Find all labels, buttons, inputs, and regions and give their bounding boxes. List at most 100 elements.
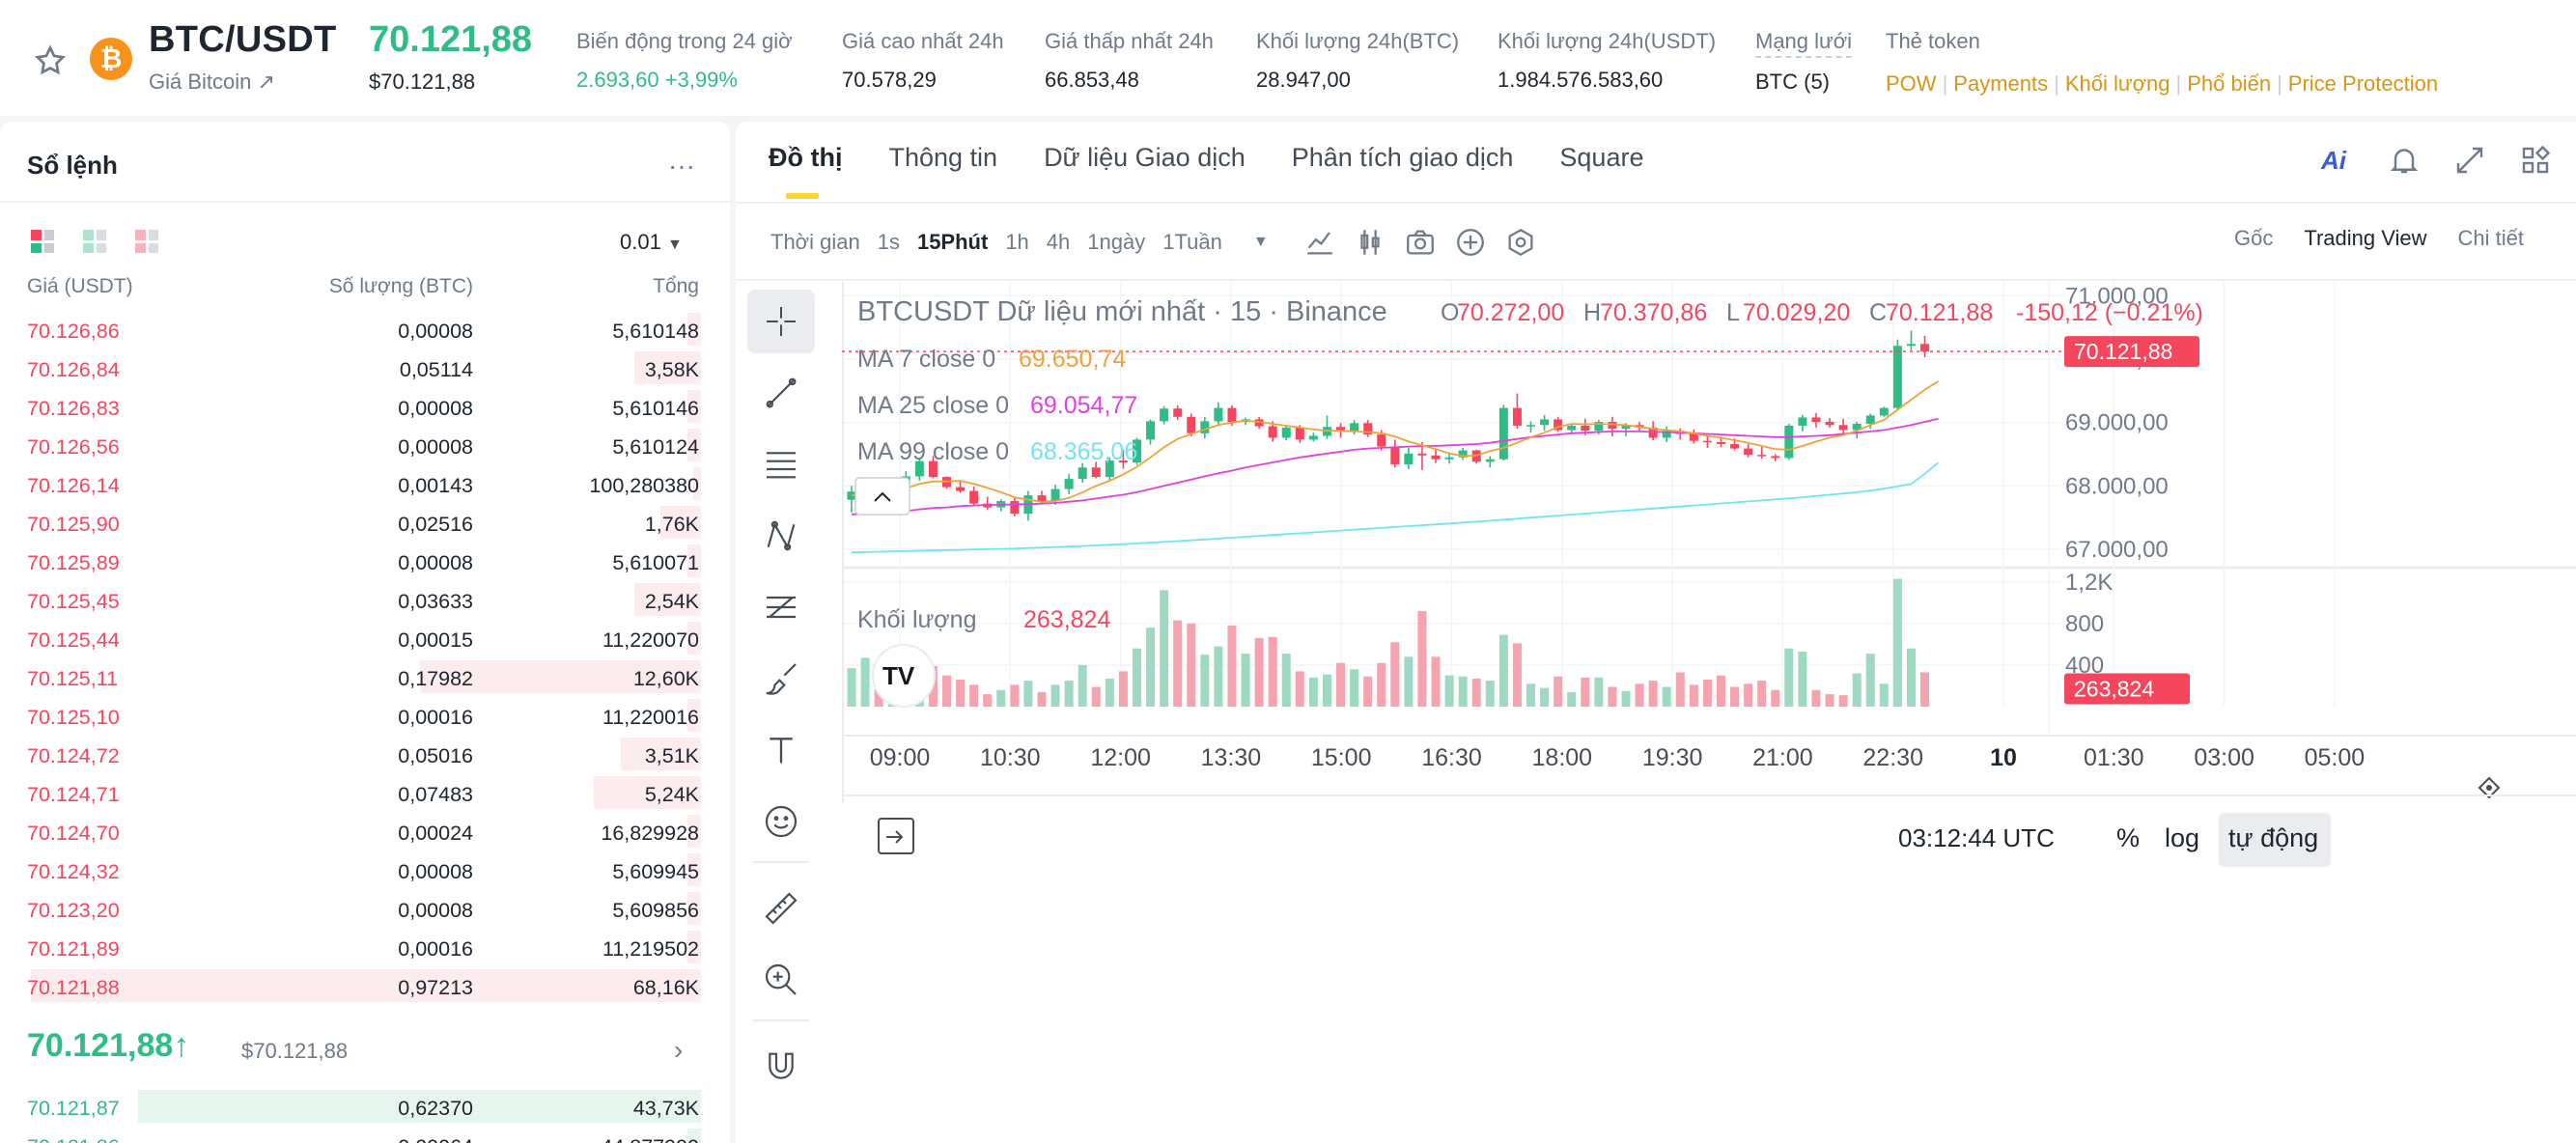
tab-info[interactable]: Thông tin	[888, 143, 998, 172]
ask-row[interactable]: 70.125,45 0,03633 2,54K	[0, 580, 730, 619]
ask-row[interactable]: 70.125,90 0,02516 1,76K	[0, 503, 730, 542]
ask-row[interactable]: 70.126,14 0,00143 100,280380	[0, 464, 730, 503]
ask-row[interactable]: 70.126,84 0,05114 3,58K	[0, 348, 730, 387]
interval-1w[interactable]: 1Tuần	[1162, 230, 1222, 254]
tag-price-protection[interactable]: Price Protection	[2287, 71, 2439, 96]
magnet-icon[interactable]	[747, 1035, 815, 1099]
indicator-icon[interactable]	[1303, 226, 1336, 259]
order-price: 70.125,90	[27, 513, 120, 536]
order-qty: 0,97213	[398, 976, 473, 999]
ask-row[interactable]: 70.125,89 0,00008 5,610071	[0, 542, 730, 580]
view-original[interactable]: Gốc	[2234, 226, 2274, 250]
price-chart[interactable]: 71.000,0070.000,0069.000,0068.000,0067.0…	[842, 282, 2576, 1143]
tag-popular[interactable]: Phổ biến	[2187, 71, 2272, 96]
candle-style-icon[interactable]	[1354, 226, 1386, 259]
volume-bar	[1581, 677, 1590, 707]
bid-row[interactable]: 70.121,87 0,62370 43,73K	[0, 1087, 730, 1126]
depth-bar	[687, 429, 701, 461]
order-total: 100,280380	[589, 474, 699, 497]
ask-row[interactable]: 70.121,89 0,00016 11,219502	[0, 928, 730, 966]
bell-icon[interactable]	[2387, 143, 2422, 178]
bids-list: 70.121,87 0,62370 43,73K 70.121,860,0006444…	[0, 1087, 730, 1143]
ask-row[interactable]: 70.126,86 0,00008 5,610148	[0, 310, 730, 348]
tab-chart[interactable]: Đồ thị	[769, 143, 843, 172]
tab-trading-analysis[interactable]: Phân tích giao dịch	[1291, 143, 1514, 172]
ma7-line	[851, 380, 1940, 503]
text-icon[interactable]	[747, 718, 815, 782]
candle-body	[1173, 408, 1183, 417]
interval-15m[interactable]: 15Phút	[916, 230, 989, 254]
interval-dropdown-icon[interactable]: ▼	[1252, 234, 1269, 250]
candle-body	[1404, 453, 1414, 464]
ask-row[interactable]: 70.126,83 0,00008 5,610146	[0, 387, 730, 426]
ask-row[interactable]: 70.125,11 0,17982 12,60K	[0, 657, 730, 696]
add-circle-icon[interactable]	[1454, 226, 1487, 259]
more-icon[interactable]: ···	[668, 151, 695, 181]
ohlc-letter: H	[1583, 299, 1601, 326]
star-icon[interactable]	[33, 43, 68, 78]
ask-row[interactable]: 70.124,72 0,05016 3,51K	[0, 735, 730, 773]
interval-1d[interactable]: 1ngày	[1087, 230, 1146, 254]
ai-icon[interactable]: Ai	[2321, 146, 2346, 175]
order-price: 70.125,11	[27, 667, 119, 690]
volume-bar	[1702, 680, 1712, 707]
layout-grid-icon[interactable]	[2518, 143, 2553, 178]
ask-row[interactable]: 70.124,71 0,07483 5,24K	[0, 773, 730, 812]
ask-row[interactable]: 70.123,20 0,00008 5,609856	[0, 889, 730, 928]
go-to-date-icon[interactable]	[878, 818, 914, 854]
depth-bar	[687, 699, 701, 732]
view-tradingview[interactable]: Trading View	[2304, 226, 2427, 250]
order-total: 5,610148	[612, 320, 699, 343]
chevron-right-icon[interactable]: ›	[674, 1035, 684, 1065]
ask-row[interactable]: 70.124,32 0,00008 5,609945	[0, 850, 730, 889]
candle-body	[1621, 425, 1631, 430]
volume-axis-label: 1,2K	[2065, 570, 2113, 596]
horizontal-lines-icon[interactable]	[747, 432, 815, 496]
stat-24h-volume-btc: Khối lượng 24h(BTC) 28.947,00	[1256, 29, 1460, 92]
tag-payments[interactable]: Payments	[1953, 71, 2049, 96]
candle-body	[1187, 416, 1196, 433]
volume-bar	[1214, 646, 1223, 707]
precision-select[interactable]: 0.01 ▼	[620, 230, 683, 254]
order-qty: 0,00008	[398, 320, 473, 343]
interval-1s[interactable]: 1s	[877, 230, 900, 254]
ask-row[interactable]: 70.125,44 0,00015 11,220070	[0, 619, 730, 657]
camera-icon[interactable]	[1404, 226, 1437, 259]
fib-icon[interactable]	[747, 575, 815, 639]
order-total: 11,219502	[602, 937, 699, 961]
stat-network[interactable]: Mạng lưới BTC (5)	[1755, 29, 1853, 94]
brush-icon[interactable]	[747, 647, 815, 711]
emoji-icon[interactable]	[747, 790, 815, 853]
ask-row[interactable]: 70.124,70 0,00024 16,829928	[0, 812, 730, 850]
view-depth[interactable]: Chi tiết	[2457, 226, 2525, 250]
chevron-up-icon	[874, 491, 891, 502]
ask-row[interactable]: 70.126,56 0,00008 5,610124	[0, 426, 730, 464]
view-bids-icon[interactable]	[83, 230, 106, 253]
tag-pow[interactable]: POW	[1886, 71, 1937, 96]
volume-bar	[1377, 662, 1386, 707]
interval-4h[interactable]: 4h	[1046, 230, 1071, 254]
ask-row[interactable]: 70.125,10 0,00016 11,220016	[0, 696, 730, 735]
ask-row[interactable]: 70.121,88 0,97213 68,16K	[0, 966, 730, 1005]
settings-hex-icon[interactable]	[1504, 226, 1537, 259]
candle-body	[1825, 422, 1834, 426]
interval-1h[interactable]: 1h	[1005, 230, 1029, 254]
expand-icon[interactable]	[2452, 143, 2487, 178]
ma-legend-value: 68.365,06	[1030, 438, 1137, 465]
bid-row[interactable]: 70.121,860,0006444,877990	[0, 1126, 730, 1143]
tag-volume[interactable]: Khối lượng	[2064, 71, 2170, 96]
axis-settings-icon[interactable]	[2478, 776, 2501, 799]
ruler-icon[interactable]	[747, 877, 815, 940]
view-asks-icon[interactable]	[135, 230, 158, 253]
volume-tag	[2064, 673, 2190, 705]
zoom-in-icon[interactable]	[747, 948, 815, 1012]
crosshair-icon[interactable]	[747, 290, 815, 353]
collapse-legend-button[interactable]	[854, 477, 910, 516]
pattern-icon[interactable]	[747, 504, 815, 568]
view-both-icon[interactable]	[31, 230, 54, 253]
tab-square[interactable]: Square	[1559, 143, 1644, 172]
candle-body	[1160, 408, 1169, 422]
tab-trading-data[interactable]: Dữ liệu Giao dịch	[1044, 143, 1246, 172]
trend-line-icon[interactable]	[747, 361, 815, 425]
pair-subtitle-link[interactable]: Giá Bitcoin ↗	[149, 70, 275, 94]
